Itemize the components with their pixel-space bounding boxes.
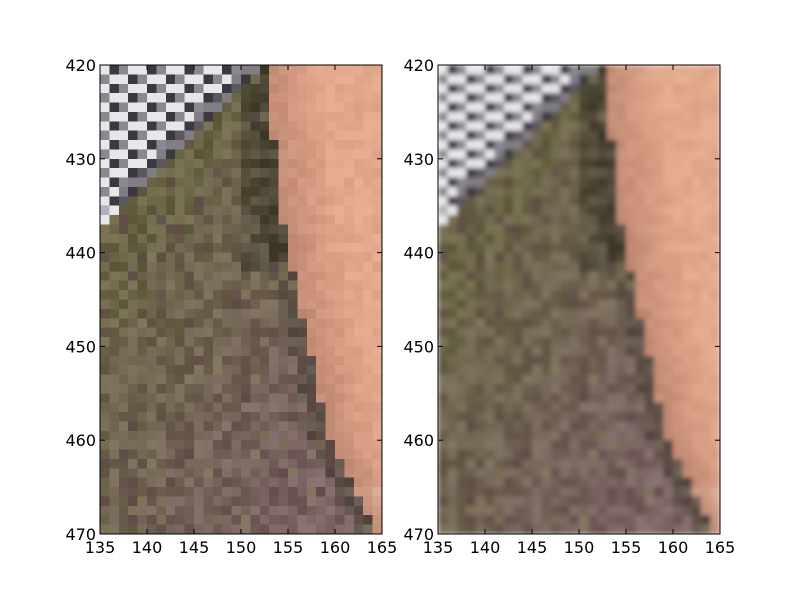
y-tick-label: 450: [65, 337, 96, 356]
x-tick-label: 150: [226, 538, 257, 557]
subplot-right: 135 140 145 150 155 160 165 420 430 440 450 460 470: [403, 56, 735, 557]
x-tick-label: 165: [367, 538, 398, 557]
x-tick-label: 155: [273, 538, 304, 557]
x-tick-label: 165: [705, 538, 736, 557]
y-tick-label: 470: [65, 525, 96, 544]
x-tick-label: 135: [85, 538, 116, 557]
x-tick-label: 155: [611, 538, 642, 557]
x-tick-label: 135: [423, 538, 454, 557]
y-tick-label: 460: [65, 431, 96, 450]
pixelated-image: [100, 65, 382, 534]
y-tick-label: 440: [65, 244, 96, 263]
x-tick-label: 145: [179, 538, 210, 557]
y-tick-label: 470: [403, 525, 434, 544]
x-tick-label: 140: [132, 538, 163, 557]
x-tick-label: 160: [320, 538, 351, 557]
x-tick-label: 150: [564, 538, 595, 557]
x-tick-label: 140: [470, 538, 501, 557]
smoothed-image: [438, 65, 720, 534]
subplot-left: 135 140 145 150 155 160 165 420 430 440 450 460 470: [65, 56, 397, 557]
y-tick-label: 460: [403, 431, 434, 450]
y-tick-label: 430: [65, 150, 96, 169]
y-tick-label: 450: [403, 337, 434, 356]
y-tick-label: 430: [403, 150, 434, 169]
x-tick-label: 145: [517, 538, 548, 557]
y-tick-label: 420: [403, 56, 434, 75]
x-tick-label: 160: [658, 538, 689, 557]
y-tick-label: 420: [65, 56, 96, 75]
y-tick-label: 440: [403, 244, 434, 263]
